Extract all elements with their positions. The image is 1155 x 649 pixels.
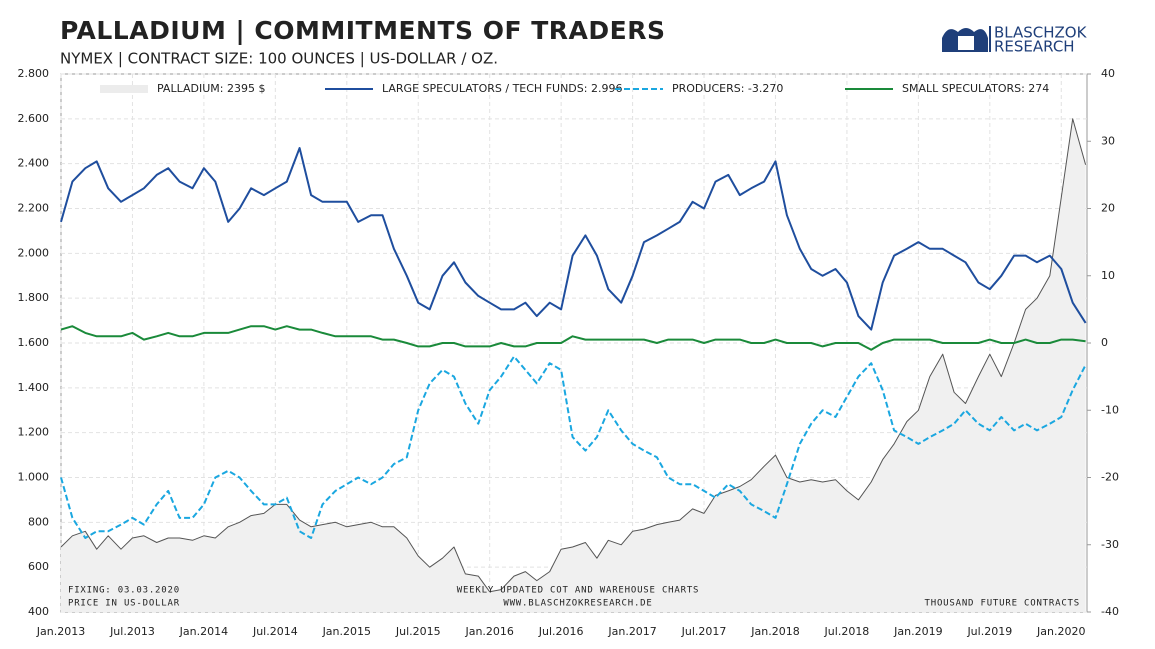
- annotation: PRICE IN US-DOLLAR: [68, 599, 180, 609]
- y-tick-label: 2.600: [18, 112, 50, 125]
- y2-tick-label: -20: [1101, 471, 1119, 484]
- x-tick-label: Jan.2017: [607, 625, 656, 638]
- y2-tick-label: 40: [1101, 67, 1115, 80]
- y2-tick-label: 30: [1101, 134, 1115, 147]
- annotation: WWW.BLASCHZOKRESEARCH.DE: [503, 599, 652, 609]
- series-line: [60, 325, 1086, 351]
- x-tick-label: Jul.2018: [824, 625, 870, 638]
- x-tick-label: Jan.2013: [36, 625, 85, 638]
- y2-tick-label: 0: [1101, 336, 1108, 349]
- series-line: [60, 118, 1087, 593]
- y-tick-label: 2.800: [18, 67, 50, 80]
- legend-swatch: [100, 85, 148, 93]
- x-tick-label: Jan.2020: [1036, 625, 1085, 638]
- logo-text: RESEARCH: [994, 38, 1075, 56]
- annotation: THOUSAND FUTURE CONTRACTS: [925, 599, 1080, 609]
- legend-label: LARGE SPECULATORS / TECH FUNDS: 2.996: [382, 82, 622, 95]
- y-tick-label: 2.200: [18, 202, 50, 215]
- y-tick-label: 1.200: [18, 426, 50, 439]
- y-tick-label: 400: [28, 605, 49, 618]
- logo-icon-inner: [958, 36, 974, 50]
- x-tick-label: Jul.2016: [538, 625, 584, 638]
- y-tick-label: 1.600: [18, 336, 50, 349]
- y-tick-label: 2.400: [18, 157, 50, 170]
- annotation: WEEKLY UPDATED COT AND WAREHOUSE CHARTS: [457, 586, 700, 596]
- logo: BLASCHZOK RESEARCH: [942, 24, 1088, 56]
- area: [61, 118, 1086, 613]
- chart-subtitle: NYMEX | CONTRACT SIZE: 100 OUNCES | US-D…: [60, 50, 498, 68]
- y2-tick-label: -40: [1101, 605, 1119, 618]
- y-tick-label: 1.000: [18, 471, 50, 484]
- chart-title: PALLADIUM | COMMITMENTS OF TRADERS: [60, 16, 665, 45]
- y-tick-label: 2.000: [18, 246, 50, 259]
- y2-tick-label: -10: [1101, 403, 1119, 416]
- legend-label: SMALL SPECULATORS: 274: [902, 82, 1049, 95]
- y-tick-label: 800: [28, 515, 49, 528]
- x-tick-label: Jan.2014: [179, 625, 228, 638]
- annotation: FIXING: 03.03.2020: [68, 586, 180, 596]
- x-tick-label: Jul.2013: [109, 625, 155, 638]
- x-tick-label: Jan.2016: [464, 625, 513, 638]
- x-tick-label: Jul.2019: [966, 625, 1012, 638]
- y2-tick-label: -30: [1101, 538, 1119, 551]
- x-tick-label: Jul.2015: [395, 625, 441, 638]
- x-tick-label: Jul.2014: [252, 625, 298, 638]
- y-tick-label: 600: [28, 560, 49, 573]
- x-tick-label: Jan.2015: [322, 625, 371, 638]
- x-tick-label: Jul.2017: [681, 625, 727, 638]
- y2-tick-label: 20: [1101, 202, 1115, 215]
- y-tick-label: 1.400: [18, 381, 50, 394]
- y2-tick-label: 10: [1101, 269, 1115, 282]
- legend-label: PRODUCERS: -3.270: [672, 82, 783, 95]
- x-tick-label: Jan.2018: [750, 625, 799, 638]
- x-tick-label: Jan.2019: [893, 625, 942, 638]
- logo-text: BLASCHZOK: [994, 24, 1088, 42]
- series-line: [60, 147, 1087, 331]
- y-tick-label: 1.800: [18, 291, 50, 304]
- legend-label: PALLADIUM: 2395 $: [157, 82, 265, 95]
- series-line: [60, 355, 1087, 539]
